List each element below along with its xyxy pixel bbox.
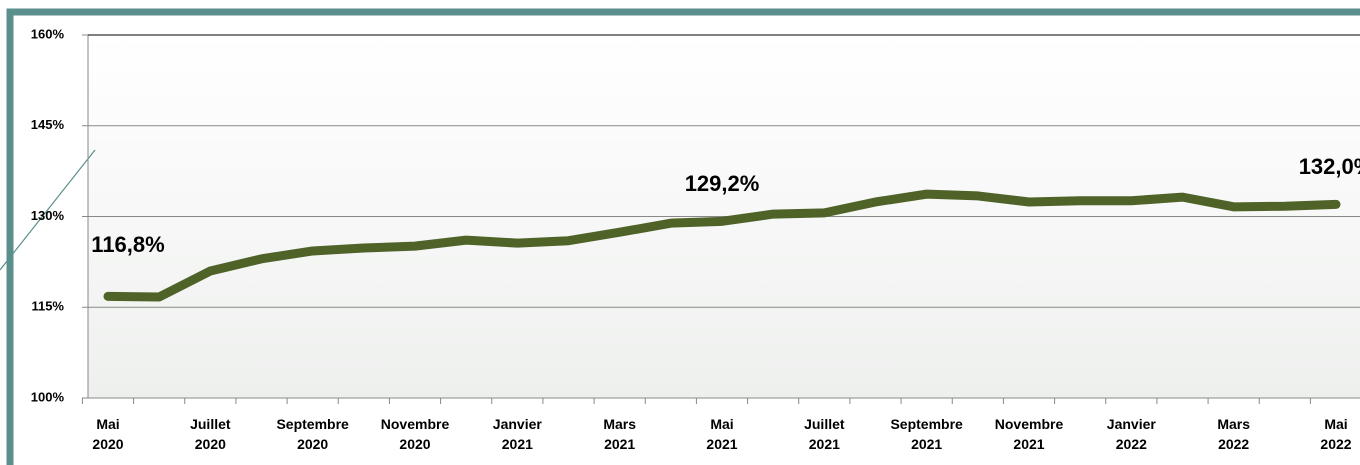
y-tick-label: 115% — [31, 299, 64, 314]
data-label: 132,0% — [1299, 154, 1360, 179]
data-label: 116,8% — [91, 232, 164, 257]
x-tick-label: Novembre 2020 — [380, 416, 450, 452]
x-tick-label: Mai 2022 — [1320, 416, 1352, 452]
line-series — [103, 189, 1341, 302]
y-tick-label: 130% — [31, 208, 65, 223]
y-tick-label: 160% — [31, 26, 65, 41]
x-tick-label: Mars 2022 — [1217, 416, 1250, 452]
x-tick-label: Juillet 2020 — [190, 416, 231, 452]
x-tick-label: Juillet 2021 — [804, 416, 845, 452]
x-tick-label: Janvier 2021 — [492, 416, 542, 452]
y-tick-label: 145% — [31, 117, 65, 132]
x-tick-label: Mars 2021 — [603, 416, 636, 452]
x-tick-label: Janvier 2022 — [1106, 416, 1156, 452]
x-tick-label: Septembre 2021 — [890, 416, 963, 452]
y-tick-label: 100% — [31, 389, 65, 404]
x-tick-label: Mai 2020 — [92, 416, 124, 452]
decoration-line — [0, 149, 96, 271]
frame-border — [6, 8, 1360, 465]
x-tick-label: Septembre 2020 — [276, 416, 349, 452]
x-tick-label: Mai 2021 — [706, 416, 738, 452]
data-label: 129,2% — [685, 171, 760, 196]
x-tick-label: Novembre 2021 — [994, 416, 1064, 452]
